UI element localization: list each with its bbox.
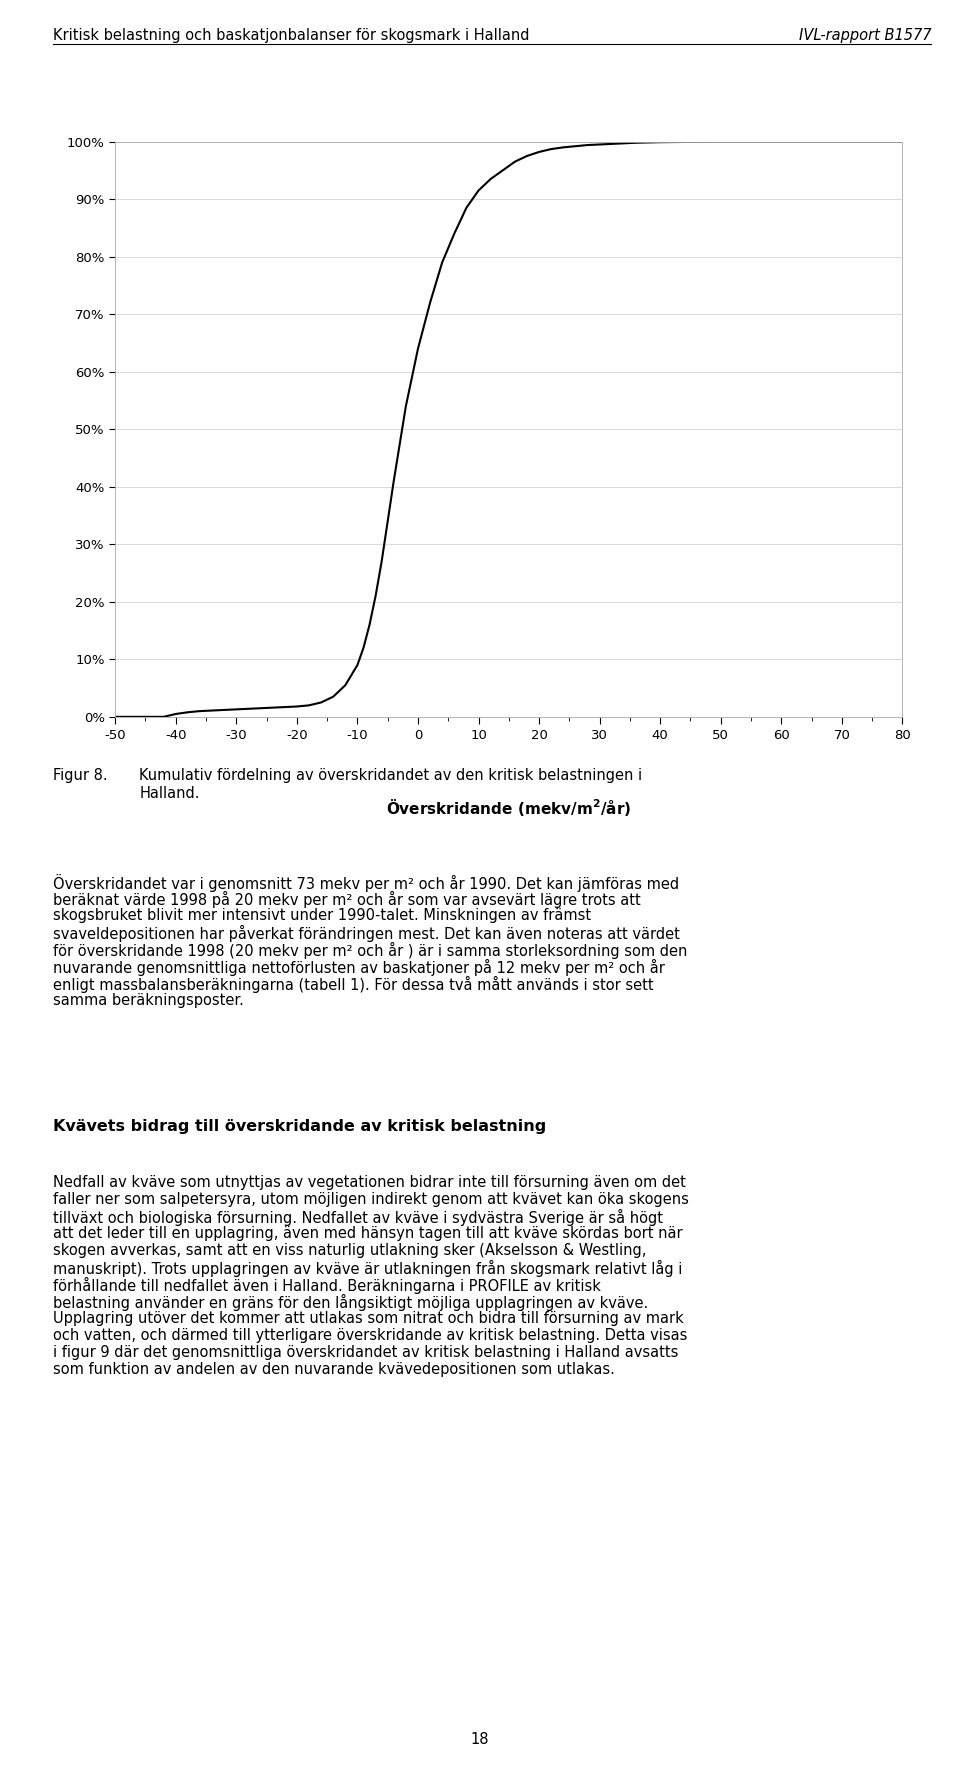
Text: Kvävets bidrag till överskridande av kritisk belastning: Kvävets bidrag till överskridande av kri…: [53, 1119, 546, 1133]
Text: Överskridandet var i genomsnitt 73 mekv per m² och år 1990. Det kan jämföras med: Överskridandet var i genomsnitt 73 mekv …: [53, 874, 679, 892]
Text: för överskridande 1998 (20 mekv per m² och år ) är i samma storleksordning som d: för överskridande 1998 (20 mekv per m² o…: [53, 942, 687, 959]
Text: samma beräkningsposter.: samma beräkningsposter.: [53, 993, 244, 1009]
Text: förhållande till nedfallet även i Halland. Beräkningarna i PROFILE av kritisk: förhållande till nedfallet även i Hallan…: [53, 1278, 601, 1294]
Text: tillväxt och biologiska försurning. Nedfallet av kväve i sydvästra Sverige är så: tillväxt och biologiska försurning. Nedf…: [53, 1209, 662, 1227]
Text: Överskridande (mekv/m$^{\mathbf{2}}$/år): Överskridande (mekv/m$^{\mathbf{2}}$/år): [386, 796, 632, 818]
Text: skogsbruket blivit mer intensivt under 1990-talet. Minskningen av främst: skogsbruket blivit mer intensivt under 1…: [53, 908, 591, 924]
Text: belastning använder en gräns för den långsiktigt möjliga upplagringen av kväve.: belastning använder en gräns för den lån…: [53, 1294, 648, 1312]
Text: Figur 8.: Figur 8.: [53, 768, 108, 782]
Text: beräknat värde 1998 på 20 mekv per m² och år som var avsevärt lägre trots att: beräknat värde 1998 på 20 mekv per m² oc…: [53, 892, 640, 908]
Text: 18: 18: [470, 1733, 490, 1747]
Text: enligt massbalansberäkningarna (tabell 1). För dessa två mått används i stor set: enligt massbalansberäkningarna (tabell 1…: [53, 977, 654, 993]
Text: Kritisk belastning och baskatjonbalanser för skogsmark i Halland: Kritisk belastning och baskatjonbalanser…: [53, 28, 529, 42]
Text: skogen avverkas, samt att en viss naturlig utlakning sker (Akselsson & Westling,: skogen avverkas, samt att en viss naturl…: [53, 1243, 646, 1258]
Text: Nedfall av kväve som utnyttjas av vegetationen bidrar inte till försurning även : Nedfall av kväve som utnyttjas av vegeta…: [53, 1175, 685, 1189]
Text: Upplagring utöver det kommer att utlakas som nitrat och bidra till försurning av: Upplagring utöver det kommer att utlakas…: [53, 1312, 684, 1326]
Text: nuvarande genomsnittliga nettoförlusten av baskatjoner på 12 mekv per m² och år: nuvarande genomsnittliga nettoförlusten …: [53, 959, 664, 977]
Text: manuskript). Trots upplagringen av kväve är utlakningen från skogsmark relativt : manuskript). Trots upplagringen av kväve…: [53, 1260, 683, 1278]
Text: som funktion av andelen av den nuvarande kvävedepositionen som utlakas.: som funktion av andelen av den nuvarande…: [53, 1363, 614, 1377]
Text: Kumulativ fördelning av överskridandet av den kritisk belastningen i
Halland.: Kumulativ fördelning av överskridandet a…: [139, 768, 642, 800]
Text: och vatten, och därmed till ytterligare överskridande av kritisk belastning. Det: och vatten, och därmed till ytterligare …: [53, 1328, 687, 1343]
Text: att det leder till en upplagring, även med hänsyn tagen till att kväve skördas b: att det leder till en upplagring, även m…: [53, 1227, 683, 1241]
Text: i figur 9 där det genomsnittliga överskridandet av kritisk belastning i Halland : i figur 9 där det genomsnittliga överskr…: [53, 1345, 678, 1361]
Text: svaveldepositionen har påverkat förändringen mest. Det kan även noteras att värd: svaveldepositionen har påverkat förändri…: [53, 926, 680, 942]
Text: IVL-rapport B1577: IVL-rapport B1577: [799, 28, 931, 42]
Text: faller ner som salpetersyra, utom möjligen indirekt genom att kvävet kan öka sko: faller ner som salpetersyra, utom möjlig…: [53, 1193, 688, 1207]
